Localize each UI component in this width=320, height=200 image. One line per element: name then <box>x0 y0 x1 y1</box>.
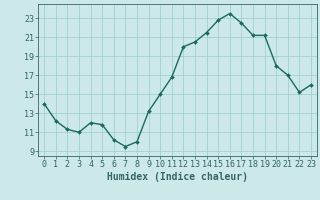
X-axis label: Humidex (Indice chaleur): Humidex (Indice chaleur) <box>107 172 248 182</box>
